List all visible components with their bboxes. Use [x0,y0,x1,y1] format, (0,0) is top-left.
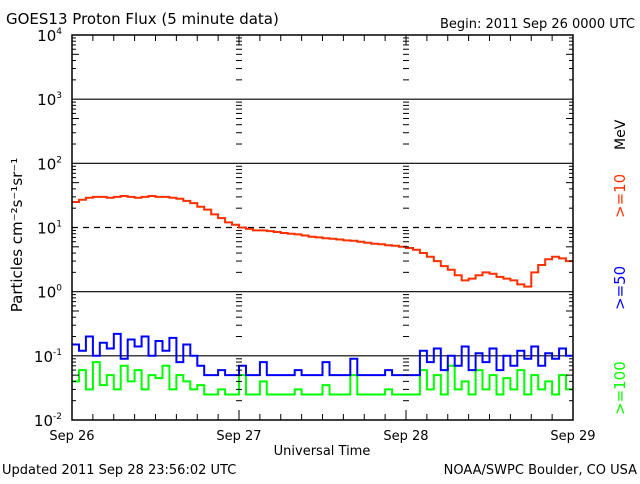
x-tick-label: Sep 27 [216,429,261,444]
credit-label: NOAA/SWPC Boulder, CO USA [444,463,637,478]
y-tick-exponent: -2 [53,412,62,422]
y-tick-exponent: -1 [53,348,62,358]
series-group [72,195,573,396]
legend-mev-unit: MeV [613,119,629,150]
legend-ge10: >=10 [611,174,629,218]
chart-title: GOES13 Proton Flux (5 minute data) [6,10,279,28]
x-tick-label: Sep 28 [383,429,428,444]
grid-lines [72,98,573,357]
x-tick-label: Sep 26 [49,429,94,444]
y-tick-exponent: 1 [56,220,62,230]
y-tick-exponent: 2 [56,155,62,165]
series-line-10-mev [72,195,573,288]
y-tick-label: 100 [37,284,62,302]
x-tick-label: Sep 29 [550,429,595,444]
y-tick-exponent: 3 [56,91,62,101]
y-tick-label: 10-2 [34,412,62,430]
y-tick-label: 103 [37,91,62,109]
y-tick-label: 10-1 [34,348,62,366]
series-line-50-mev [72,332,573,377]
y-tick-label: 104 [37,27,62,45]
y-tick-label: 101 [37,220,62,238]
y-tick-label: 102 [37,155,62,173]
begin-label: Begin: 2011 Sep 26 0000 UTC [440,17,635,32]
y-axis-label: Particles cm⁻²s⁻¹sr⁻¹ [8,158,26,312]
axis-ticks [71,35,574,420]
y-tick-exponent: 4 [56,27,62,37]
y-tick-exponent: 0 [56,284,62,294]
series-line-100-mev [72,361,573,396]
x-tick-labels: Sep 26 Sep 27 Sep 28 Sep 29 [49,429,595,444]
legend-ge50: >=50 [611,266,629,310]
x-axis-label: Universal Time [274,444,371,459]
legend-ge100: >=100 [611,361,629,415]
updated-timestamp: Updated 2011 Sep 28 23:56:02 UTC [2,463,236,478]
